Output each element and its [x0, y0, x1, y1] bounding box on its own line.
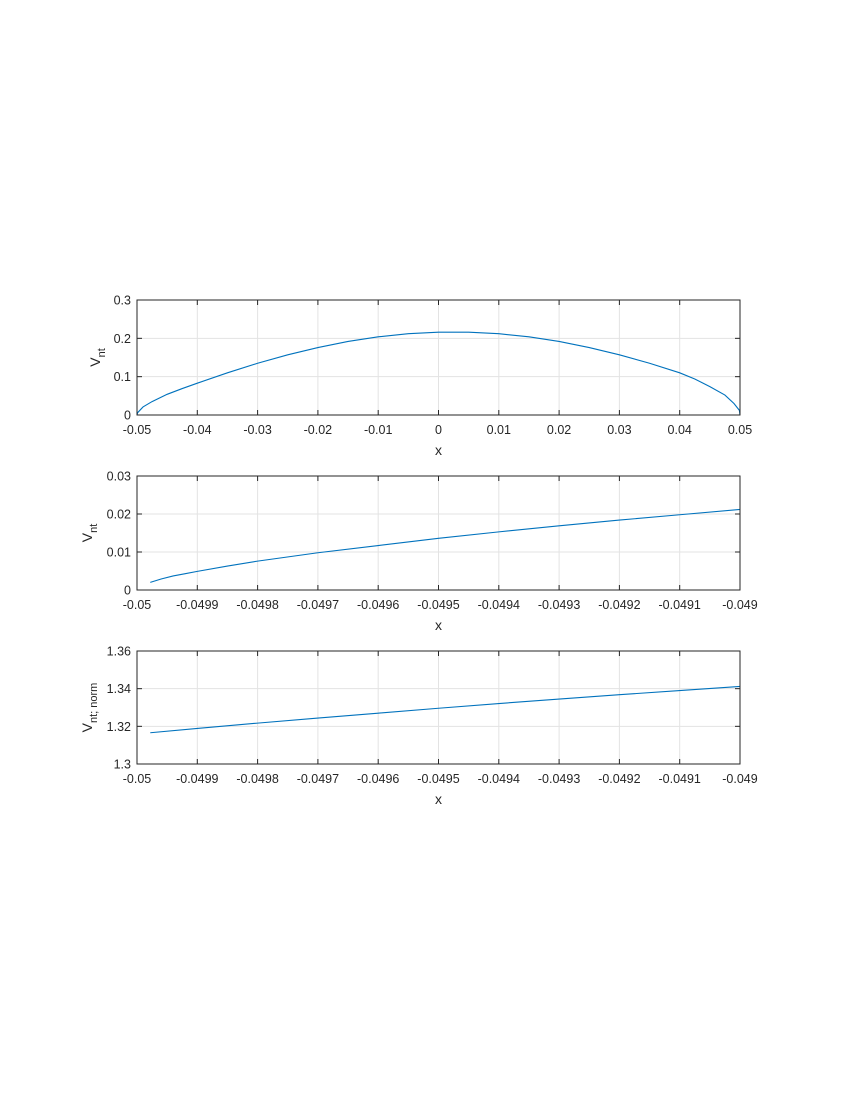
y-axis-label-subscript: nt: [88, 524, 100, 533]
y-tick-label: 1.36: [107, 645, 131, 659]
x-tick-label: 0: [435, 423, 442, 437]
x-tick-label: -0.049: [722, 772, 757, 786]
x-tick-label: -0.0499: [176, 772, 218, 786]
x-tick-label: -0.04: [183, 423, 212, 437]
y-tick-label: 0.2: [114, 332, 131, 346]
x-tick-label: -0.0497: [297, 772, 339, 786]
x-tick-label: -0.0498: [236, 598, 278, 612]
y-axis-label-main: V: [79, 532, 95, 542]
x-tick-label: -0.0492: [598, 772, 640, 786]
y-axis-label: Vnt: [79, 524, 100, 543]
series-line-1: [136, 331, 741, 416]
subplot-1: -0.05 -0.04 -0.03 -0.02 -0.01 0 0.01 0.02 0.03 0.…: [87, 294, 752, 459]
x-tick-label: -0.0495: [417, 598, 459, 612]
x-axis-label: x: [435, 442, 442, 458]
y-tick-label: 0.03: [107, 470, 131, 484]
x-tick-label: -0.01: [364, 423, 393, 437]
x-tick-label: 0.03: [607, 423, 631, 437]
x-tick-label: -0.05: [123, 423, 152, 437]
x-tick-label: -0.0497: [297, 598, 339, 612]
x-tick-label: -0.0493: [538, 598, 580, 612]
x-axis-label: x: [435, 791, 442, 807]
x-tick-label: -0.0492: [598, 598, 640, 612]
x-tick-label: 0.01: [487, 423, 511, 437]
x-tick-label: -0.02: [304, 423, 333, 437]
x-tick-label: 0.04: [668, 423, 692, 437]
x-tick-label: 0.02: [547, 423, 571, 437]
x-tick-label: 0.05: [728, 423, 752, 437]
y-tick-label: 0: [124, 409, 131, 423]
subplot-2: -0.05 -0.0499 -0.0498 -0.0497 -0.0496 -0.0495…: [79, 470, 758, 634]
x-tick-label: -0.0494: [478, 598, 520, 612]
subplot-3: -0.05 -0.0499 -0.0498 -0.0497 -0.0496 -0.0495…: [79, 645, 758, 808]
y-tick-label: 0.02: [107, 508, 131, 522]
y-tick-label: 0.1: [114, 370, 131, 384]
y-tick-label: 1.34: [107, 682, 131, 696]
y-axis-label: Vnt; norm: [79, 683, 100, 733]
y-tick-label: 1.32: [107, 720, 131, 734]
x-tick-label: -0.03: [243, 423, 272, 437]
x-tick-label: -0.0494: [478, 772, 520, 786]
x-tick-label: -0.0498: [236, 772, 278, 786]
y-tick-label: 0: [124, 584, 131, 598]
y-tick-label: 0.3: [114, 294, 131, 308]
y-tick-label: 1.3: [114, 758, 131, 772]
x-tick-label: -0.0495: [417, 772, 459, 786]
x-tick-label: -0.0499: [176, 598, 218, 612]
y-axis-label: Vnt: [87, 348, 108, 367]
series-line-1: [150, 685, 741, 734]
x-tick-label: -0.0491: [658, 772, 700, 786]
series-line-1: [150, 508, 741, 583]
x-axis-label: x: [435, 617, 442, 633]
x-tick-label: -0.0493: [538, 772, 580, 786]
y-axis-label-main: V: [79, 722, 95, 732]
x-tick-label: -0.05: [123, 598, 152, 612]
x-tick-label: -0.049: [722, 598, 757, 612]
x-tick-label: -0.0496: [357, 772, 399, 786]
x-tick-label: -0.0496: [357, 598, 399, 612]
x-tick-label: -0.05: [123, 772, 152, 786]
y-axis-label-main: V: [87, 357, 103, 367]
y-axis-label-subscript: nt; norm: [88, 683, 100, 723]
x-tick-label: -0.0491: [658, 598, 700, 612]
y-axis-label-subscript: nt: [96, 348, 108, 357]
y-tick-label: 0.01: [107, 546, 131, 560]
